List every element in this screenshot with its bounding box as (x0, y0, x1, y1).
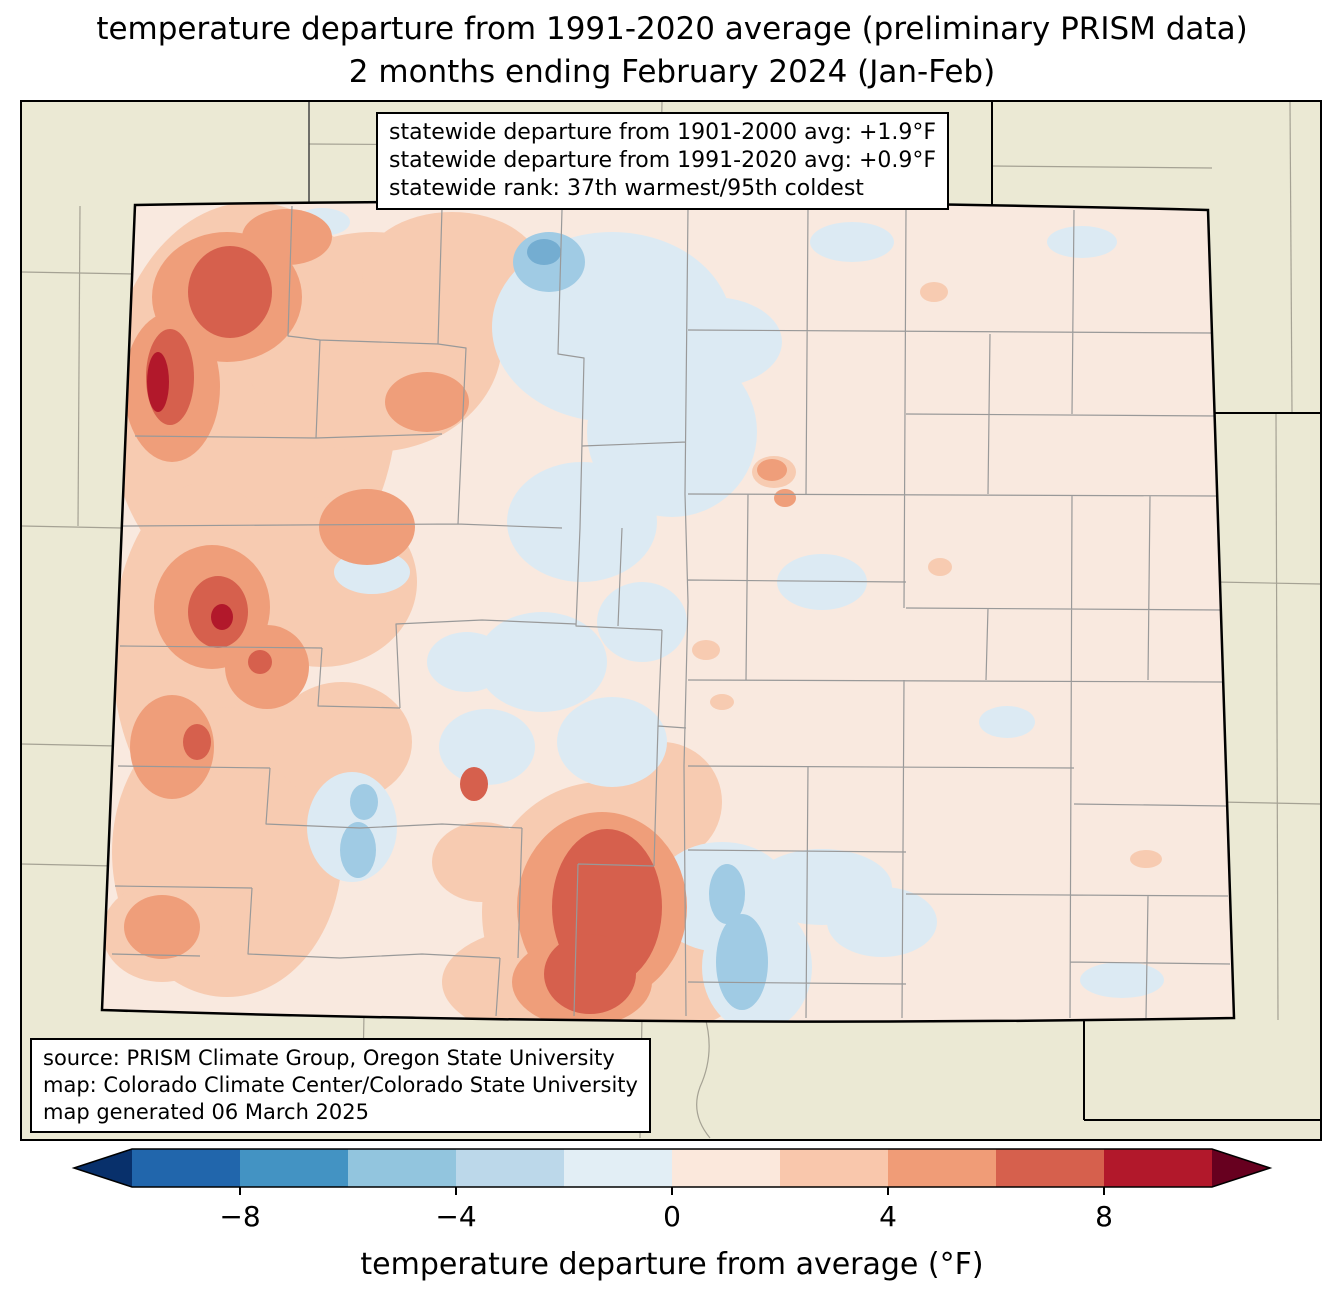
colorbar-segment (240, 1149, 348, 1187)
cool-anomaly-medium (340, 232, 768, 1010)
map-frame: statewide departure from 1901-2000 avg: … (20, 100, 1322, 1141)
colorbar-segment (1104, 1149, 1212, 1187)
colorbar-right-arrow (1212, 1149, 1270, 1187)
source-line: source: PRISM Climate Group, Oregon Stat… (43, 1046, 615, 1070)
colorbar-ticks (239, 1187, 1105, 1195)
warm-anomaly-strong (146, 246, 662, 1014)
colorbar-segment (672, 1149, 780, 1187)
statewide-stats-box: statewide departure from 1901-2000 avg: … (376, 112, 950, 210)
cool-anomaly-strong (527, 239, 561, 265)
colorbar-segment (888, 1149, 996, 1187)
colorbar-tick-labels: −8 −4 0 4 8 (219, 1200, 1113, 1233)
colorbar-segment (780, 1149, 888, 1187)
colorbar-outline (71, 1148, 1273, 1188)
colorbar-segment (996, 1149, 1104, 1187)
colorbar-segment (564, 1149, 672, 1187)
tick-label-neg8: −8 (219, 1200, 260, 1233)
map-credit-line: map: Colorado Climate Center/Colorado St… (43, 1073, 638, 1097)
tick-label-neg4: −4 (435, 1200, 476, 1233)
colorbar-segment (132, 1149, 240, 1187)
warm-anomaly-dark (147, 352, 233, 630)
stats-line-1991-2020: statewide departure from 1991-2020 avg: … (389, 148, 937, 173)
colorado-anomaly-map (22, 102, 1320, 1139)
generated-date-line: map generated 06 March 2025 (43, 1100, 370, 1124)
map-title-line2: 2 months ending February 2024 (Jan-Feb) (348, 54, 996, 90)
neighbor-state-borders (308, 102, 1320, 1121)
tick-label-0: 0 (663, 1200, 681, 1233)
colorbar-segment (348, 1149, 456, 1187)
county-borders (111, 205, 1231, 1019)
colorbar-left-arrow (74, 1149, 132, 1187)
colorbar-segment (456, 1149, 564, 1187)
map-title-line1: temperature departure from 1991-2020 ave… (96, 11, 1248, 47)
map-title: temperature departure from 1991-2020 ave… (0, 8, 1344, 94)
tick-label-4: 4 (879, 1200, 897, 1233)
stats-line-1901-2000: statewide departure from 1901-2000 avg: … (389, 120, 937, 145)
source-attribution-box: source: PRISM Climate Group, Oregon Stat… (30, 1038, 651, 1133)
tick-label-8: 8 (1095, 1200, 1113, 1233)
stats-line-rank: statewide rank: 37th warmest/95th coldes… (389, 176, 864, 201)
colorbar-segments (132, 1149, 1212, 1187)
colorbar-axis-label: temperature departure from average (°F) (360, 1247, 983, 1282)
colorbar-legend: −8 −4 0 4 8 temperature departure from a… (71, 1148, 1273, 1282)
